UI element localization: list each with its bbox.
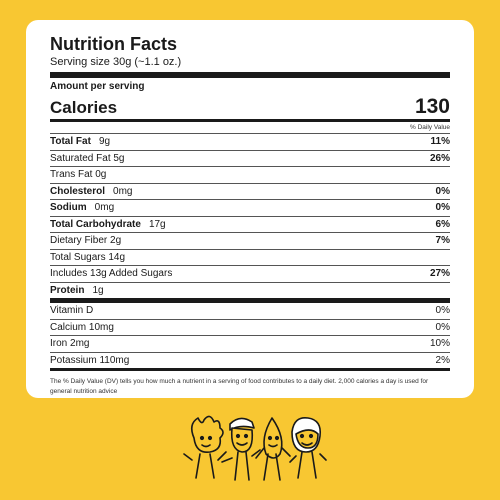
vitamin-row: Iron 2mg 10%: [50, 335, 450, 352]
nutrient-name: Total Carbohydrate: [50, 218, 141, 230]
nutrient-daily-value: 11%: [430, 136, 450, 147]
nutrient-label: Cholesterol 0mg: [50, 184, 132, 200]
calories-label: Calories: [50, 98, 118, 117]
nutrient-list: Total Fat 9g 11% Saturated Fat 5g 26% Trans F…: [50, 133, 450, 303]
daily-value-footnote: The % Daily Value (DV) tells you how muc…: [50, 378, 429, 395]
nutrient-daily-value: 0%: [435, 202, 450, 213]
nutrient-daily-value: 7%: [435, 235, 450, 246]
nutrient-name: Dietary Fiber 2g: [50, 235, 122, 246]
panel-title: Nutrition Facts: [50, 34, 178, 54]
amount-per-serving: Amount per serving: [50, 81, 145, 92]
vitamin-name: Potassium 110mg: [50, 354, 130, 366]
nutrient-row: Total Fat 9g 11%: [50, 133, 450, 150]
nutrient-label: Sodium 0mg: [50, 200, 114, 216]
vitamin-daily-value: 10%: [429, 338, 450, 349]
calories-row: Calories 130: [50, 93, 450, 122]
nutrient-label: Includes 13g Added Sugars: [50, 266, 172, 282]
nutrient-label: Protein 1g: [50, 283, 104, 299]
vitamin-row: Potassium 110mg 2%: [50, 351, 450, 371]
nutrient-row: Total Sugars 14g: [50, 248, 450, 266]
nutrient-name: Cholesterol: [50, 185, 106, 197]
nutrient-daily-value: 26%: [429, 152, 450, 164]
vitamin-row: Calcium 10mg 0%: [50, 318, 450, 336]
nutrient-row: Total Carbohydrate 17g 6%: [50, 215, 450, 233]
nutrient-label: Trans Fat 0g: [50, 167, 106, 183]
vitamin-daily-value: 0%: [435, 305, 450, 316]
nutrient-name: Saturated Fat 5g: [50, 152, 125, 164]
nutrient-name: Protein: [50, 284, 85, 296]
nutrient-amount: 0mg: [113, 185, 133, 197]
nutrient-row: Includes 13g Added Sugars 27%: [50, 265, 450, 282]
nutrient-row: Protein 1g: [50, 281, 450, 303]
calories-value: 130: [414, 95, 450, 118]
vitamin-list: Vitamin D 0% Calcium 10mg 0% Iron 2mg 10% Pota…: [50, 303, 450, 371]
nutrient-row: Trans Fat 0g: [50, 166, 450, 183]
nutrient-daily-value: 6%: [435, 218, 450, 230]
serving-size: Serving size 30g (~1.1 oz.): [50, 55, 450, 78]
nutrient-name: Total Fat: [50, 136, 91, 147]
nutrient-daily-value: 27%: [429, 268, 450, 279]
nutrition-facts-panel: Nutrition Facts Serving size 30g (~1.1 o…: [26, 20, 474, 398]
vitamin-row: Vitamin D 0%: [50, 303, 450, 319]
nutrient-row: Cholesterol 0mg 0%: [50, 182, 450, 200]
nutrient-label: Dietary Fiber 2g: [50, 233, 121, 249]
nutrient-name: Includes 13g Added Sugars: [50, 268, 173, 279]
nutrient-name: Trans Fat 0g: [50, 169, 107, 180]
nutrient-label: Saturated Fat 5g: [50, 151, 125, 167]
nutrient-label: Total Sugars 14g: [50, 250, 125, 266]
daily-value-header: % Daily Value: [410, 124, 450, 131]
nutrient-label: Total Fat 9g: [50, 134, 110, 150]
nutrient-label: Total Carbohydrate 17g: [50, 217, 166, 233]
vitamin-daily-value: 0%: [435, 321, 450, 333]
nutrient-name: Total Sugars 14g: [50, 251, 126, 263]
vitamin-name: Iron 2mg: [50, 338, 90, 349]
nutrient-amount: 17g: [148, 218, 166, 230]
vitamin-name: Calcium 10mg: [50, 321, 114, 333]
cartoon-nut-characters-icon: [183, 415, 327, 481]
nutrient-name: Sodium: [50, 202, 87, 213]
vitamin-daily-value: 2%: [435, 354, 450, 366]
nutrient-row: Saturated Fat 5g 26%: [50, 149, 450, 167]
nutrient-row: Sodium 0mg 0%: [50, 199, 450, 216]
nutrient-daily-value: 0%: [435, 185, 450, 197]
nutrient-amount: 1g: [92, 284, 104, 296]
nutrient-amount: 9g: [98, 136, 111, 147]
nutrient-amount: 0mg: [94, 202, 115, 213]
vitamin-name: Vitamin D: [50, 305, 94, 316]
nutrient-row: Dietary Fiber 2g 7%: [50, 232, 450, 249]
